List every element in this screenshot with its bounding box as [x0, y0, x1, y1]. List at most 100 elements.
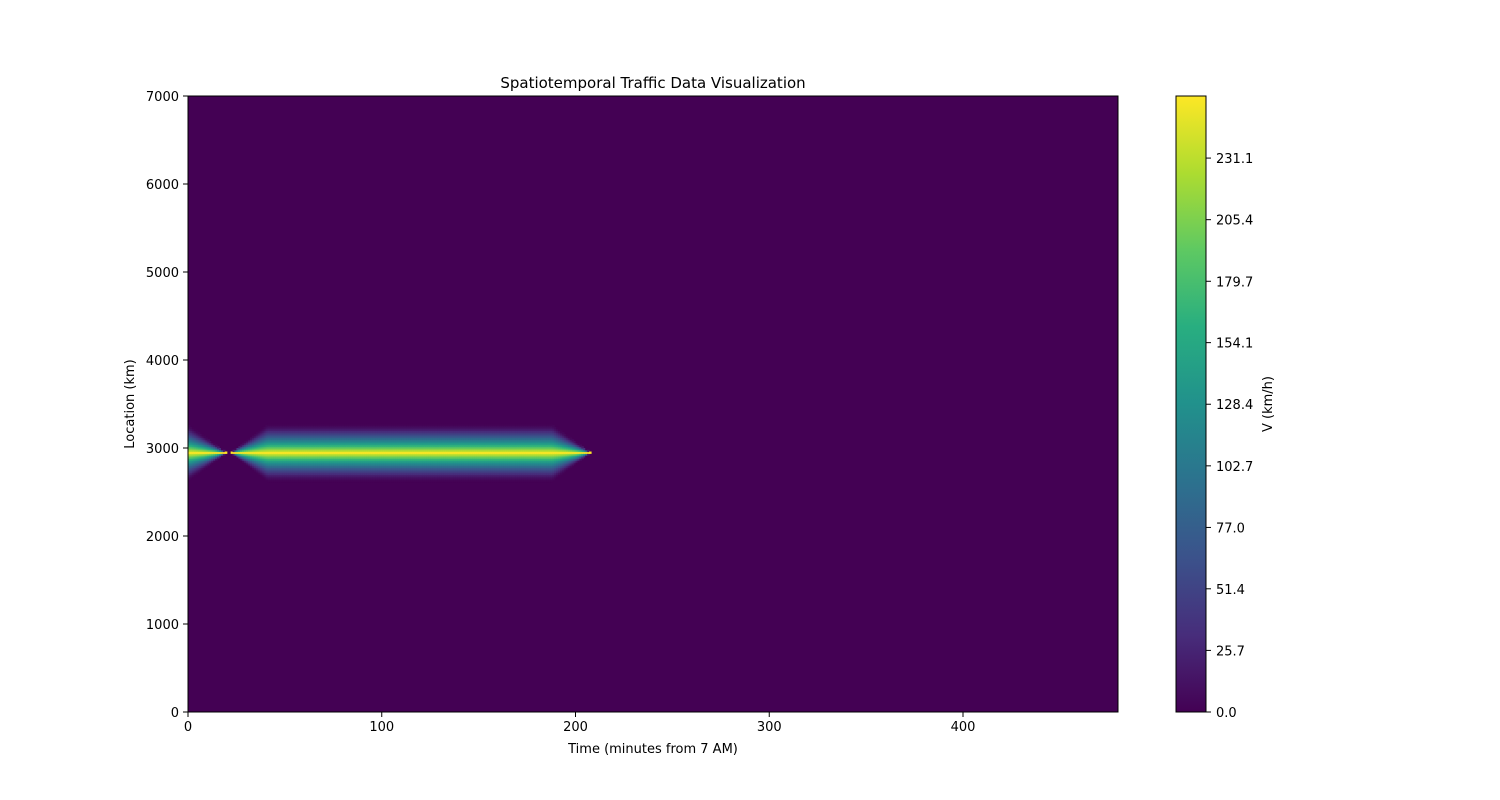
heatmap-cell	[488, 467, 491, 470]
heatmap-cell	[286, 472, 290, 475]
heatmap-cell	[375, 444, 379, 447]
heatmap-cell	[302, 467, 305, 470]
heatmap-cell	[333, 435, 336, 439]
heatmap-cell	[306, 470, 309, 474]
heatmap-cell	[403, 446, 406, 449]
heatmap-cell	[437, 437, 441, 440]
heatmap-cell	[437, 451, 441, 454]
heatmap-cell	[439, 428, 443, 431]
heatmap-cell	[439, 467, 443, 470]
heatmap-cell	[474, 453, 478, 456]
heatmap-cell	[253, 444, 257, 447]
heatmap-cell	[271, 439, 274, 442]
heatmap-cell	[261, 476, 265, 479]
heatmap-cell	[403, 439, 406, 442]
heatmap-cell	[304, 437, 307, 440]
heatmap-cell	[509, 472, 513, 475]
heatmap-cell	[337, 435, 340, 439]
heatmap-cell	[368, 425, 371, 428]
heatmap-cell	[451, 435, 455, 439]
heatmap-cell	[453, 449, 456, 453]
heatmap-cell	[366, 453, 369, 456]
heatmap-cell	[399, 425, 402, 428]
heatmap-cell	[352, 465, 356, 468]
heatmap-cell	[201, 460, 205, 463]
heatmap-cell	[447, 451, 451, 454]
heatmap-cell	[467, 446, 470, 449]
heatmap-cell	[482, 472, 486, 475]
heatmap-cell	[496, 474, 499, 477]
heatmap-cell	[498, 455, 501, 458]
heatmap-cell	[441, 458, 445, 461]
heatmap-cell	[329, 449, 332, 453]
heatmap-cell	[447, 467, 451, 470]
heatmap-cell	[372, 477, 375, 481]
heatmap-cell	[470, 458, 474, 461]
heatmap-cell	[482, 456, 486, 460]
heatmap-cell	[304, 428, 307, 431]
heatmap-cell	[443, 463, 447, 467]
heatmap-cell	[465, 432, 468, 435]
heatmap-cell	[195, 437, 199, 440]
heatmap-cell	[401, 460, 404, 463]
heatmap-cell	[383, 432, 387, 435]
heatmap-cell	[313, 426, 317, 430]
heatmap-cell	[416, 448, 420, 451]
heatmap-cell	[246, 463, 249, 467]
heatmap-cell	[507, 474, 511, 477]
heatmap-cell	[401, 474, 404, 477]
heatmap-cell	[354, 453, 358, 456]
heatmap-cell	[372, 469, 375, 472]
heatmap-cell	[492, 437, 495, 440]
heatmap-cell	[391, 428, 394, 431]
heatmap-cell	[337, 430, 340, 433]
heatmap-cell	[352, 439, 356, 442]
heatmap-cell	[455, 449, 458, 453]
heatmap-cell	[281, 462, 284, 465]
heatmap-cell	[488, 451, 491, 454]
heatmap-cell	[401, 467, 404, 470]
heatmap-cell	[201, 451, 205, 454]
heatmap-cell	[281, 460, 284, 463]
heatmap-cell	[296, 460, 300, 463]
heatmap-cell	[257, 440, 261, 444]
heatmap-cell	[410, 463, 414, 467]
heatmap-cell	[362, 465, 365, 468]
heatmap-cell	[224, 451, 228, 454]
heatmap-cell	[203, 456, 207, 460]
heatmap-cell	[217, 453, 220, 456]
heatmap-cell	[282, 462, 286, 465]
heatmap-cell	[341, 477, 344, 481]
heatmap-cell	[341, 472, 344, 475]
heatmap-cell	[420, 442, 424, 446]
heatmap-cell	[370, 476, 373, 479]
heatmap-cell	[354, 467, 358, 470]
heatmap-cell	[434, 463, 437, 467]
heatmap-cell	[286, 448, 290, 451]
heatmap-cell	[515, 430, 518, 433]
heatmap-cell	[486, 444, 489, 447]
heatmap-cell	[391, 432, 394, 435]
heatmap-cell	[263, 472, 267, 475]
heatmap-cell	[362, 440, 365, 444]
heatmap-cell	[410, 456, 414, 460]
heatmap-cell	[333, 426, 336, 430]
heatmap-cell	[346, 444, 350, 447]
heatmap-cell	[292, 472, 296, 475]
heatmap-cell	[468, 442, 472, 446]
heatmap-cell	[329, 477, 332, 481]
heatmap-cell	[312, 425, 315, 428]
heatmap-cell	[188, 428, 191, 431]
heatmap-cell	[312, 476, 315, 479]
heatmap-cell	[331, 446, 334, 449]
heatmap-cell	[482, 435, 486, 439]
heatmap-cell	[447, 428, 451, 431]
heatmap-cell	[348, 458, 352, 461]
heatmap-cell	[424, 442, 427, 446]
heatmap-cell	[319, 435, 323, 439]
heatmap-cell	[267, 442, 270, 446]
heatmap-cell	[358, 460, 362, 463]
heatmap-cell	[250, 439, 253, 442]
heatmap-cell	[420, 474, 424, 477]
heatmap-cell	[284, 430, 288, 433]
